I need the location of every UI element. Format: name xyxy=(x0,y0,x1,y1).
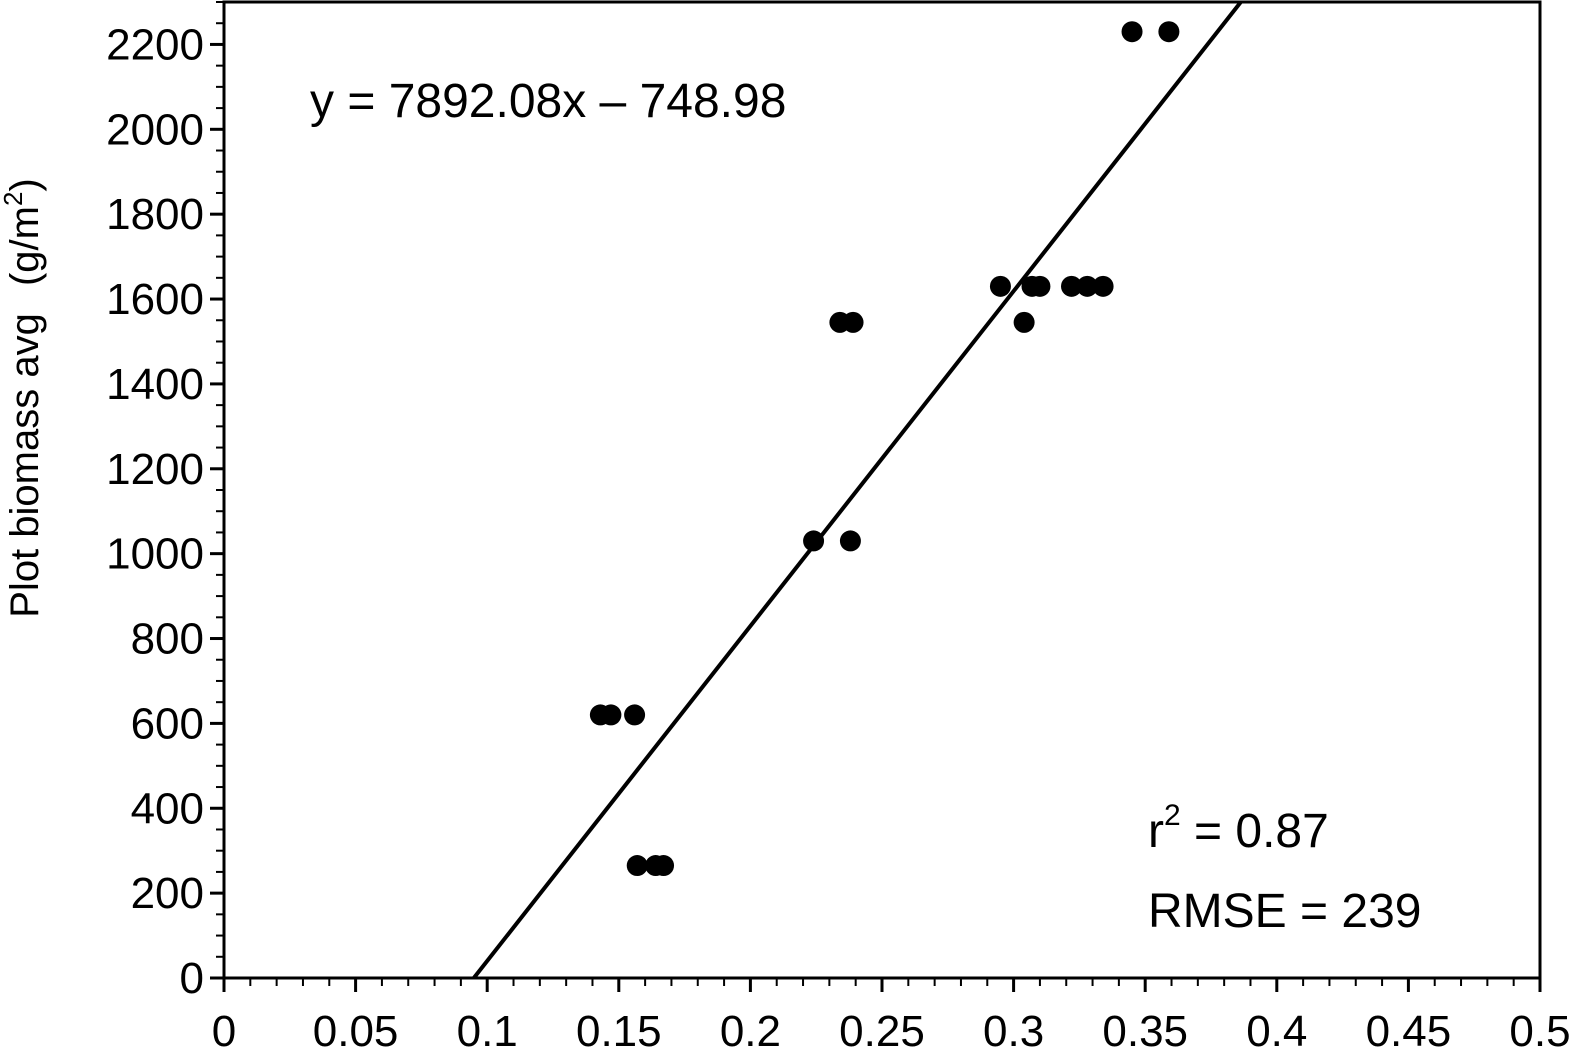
x-tick-label: 0.2 xyxy=(720,1007,781,1056)
r-squared-sup: 2 xyxy=(1164,799,1181,832)
x-tick-label: 0.4 xyxy=(1246,1007,1307,1056)
x-axis-ticks: 0 0.05 0.1 0.15 0.2 0.25 0.3 0.35 0.4 0.45 0.5 xyxy=(212,978,1571,1056)
x-tick-label: 0.1 xyxy=(457,1007,518,1056)
data-point xyxy=(600,704,622,726)
y-tick-label: 800 xyxy=(131,615,204,664)
data-point xyxy=(624,704,646,726)
y-axis-label-unit-prefix: (g/m xyxy=(3,206,47,286)
data-point xyxy=(842,311,864,333)
x-tick-label: 0.35 xyxy=(1102,1007,1188,1056)
y-tick-label: 400 xyxy=(131,784,204,833)
data-point xyxy=(1013,311,1035,333)
data-point xyxy=(1076,275,1098,297)
y-tick-label: 0 xyxy=(180,954,204,1003)
plot-frame xyxy=(222,0,1542,980)
regression-equation: y = 7892.08x – 748.98 xyxy=(310,75,786,128)
x-tick-label: 0.45 xyxy=(1366,1007,1452,1056)
y-tick-label: 200 xyxy=(131,869,204,918)
data-point xyxy=(626,855,648,877)
y-axis-ticks: 0 200 400 600 800 1000 1200 1400 1600 1800 2000 220… xyxy=(106,1,224,1003)
x-tick-label: 0.05 xyxy=(313,1007,399,1056)
x-tick-label: 0.5 xyxy=(1509,1007,1570,1056)
y-tick-label: 1400 xyxy=(106,360,204,409)
y-tick-label: 1800 xyxy=(106,190,204,239)
x-tick-label: 0.15 xyxy=(576,1007,662,1056)
data-point xyxy=(1092,275,1114,297)
x-tick-label: 0.25 xyxy=(839,1007,925,1056)
y-axis-label-unit-sup: 2 xyxy=(0,192,28,206)
r-squared-prefix: r xyxy=(1148,805,1164,858)
y-axis-label-unit-suffix: ) xyxy=(3,178,47,191)
data-point xyxy=(839,530,861,552)
y-tick-label: 1000 xyxy=(106,530,204,579)
data-point xyxy=(653,855,675,877)
regression-line xyxy=(472,0,1243,980)
rmse-annotation: RMSE = 239 xyxy=(1148,885,1421,938)
data-point xyxy=(989,275,1011,297)
data-point xyxy=(803,530,825,552)
y-tick-label: 1200 xyxy=(106,445,204,494)
y-tick-label: 2000 xyxy=(106,105,204,154)
data-point xyxy=(1029,275,1051,297)
y-axis-label: Plot biomass avg (g/m2) xyxy=(0,178,47,618)
regression-line-group xyxy=(472,0,1243,980)
data-point xyxy=(1158,21,1180,43)
data-points xyxy=(589,21,1180,877)
r-squared-annotation: r2 = 0.87 xyxy=(1148,799,1329,858)
y-axis-label-main: Plot biomass avg xyxy=(3,313,47,618)
y-tick-label: 1600 xyxy=(106,275,204,324)
x-tick-label: 0.3 xyxy=(983,1007,1044,1056)
r-squared-value: = 0.87 xyxy=(1181,805,1329,858)
y-tick-label: 2200 xyxy=(106,20,204,69)
x-tick-label: 0 xyxy=(212,1007,236,1056)
data-point xyxy=(1061,275,1083,297)
y-tick-label: 600 xyxy=(131,699,204,748)
data-point xyxy=(1121,21,1143,43)
